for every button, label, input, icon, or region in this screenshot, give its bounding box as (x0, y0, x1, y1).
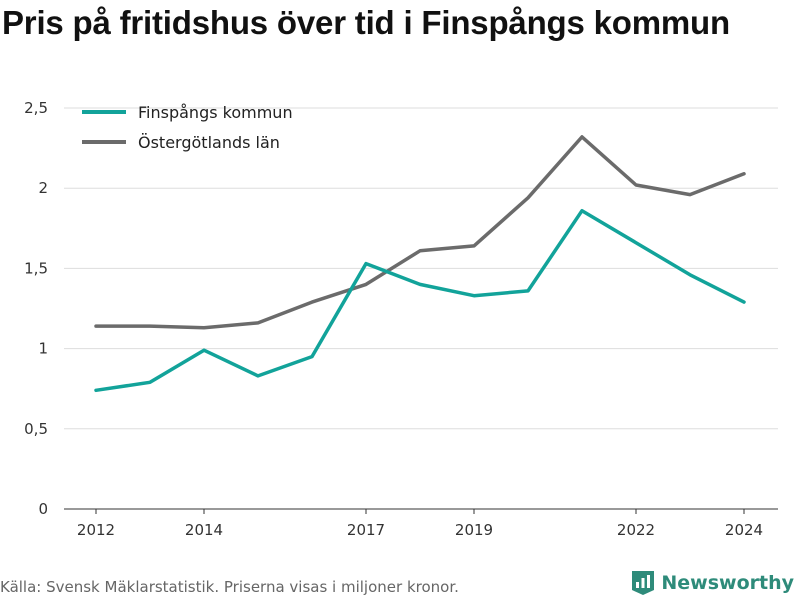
newsworthy-logo[interactable]: Newsworthy (631, 570, 794, 596)
x-tick-label: 2024 (725, 521, 763, 539)
y-tick-label: 1,5 (24, 259, 48, 277)
x-tick-label: 2012 (77, 521, 115, 539)
page-title: Pris på fritidshus över tid i Finspångs … (2, 4, 730, 41)
newsworthy-icon (632, 571, 655, 595)
y-tick-label: 0 (38, 500, 48, 518)
series-line (94, 135, 746, 330)
x-tick-label: 2017 (347, 521, 385, 539)
x-tick-label: 2022 (617, 521, 655, 539)
y-tick-label: 2 (38, 179, 48, 197)
x-axis: 2012 2014 2017 2019 2022 2024 (64, 508, 778, 539)
series-lines (94, 135, 746, 393)
legend-label: Östergötlands län (138, 133, 280, 152)
brand-name: Newsworthy (661, 572, 794, 594)
source-note: Källa: Svensk Mäklarstatistik. Priserna … (0, 578, 459, 596)
x-tick-label: 2014 (185, 521, 223, 539)
legend: Finspångs kommun Östergötlands län (82, 103, 293, 152)
y-tick-label: 1 (38, 340, 48, 358)
y-tick-label: 0,5 (24, 420, 48, 438)
series-line (94, 208, 746, 393)
y-tick-label: 2,5 (24, 99, 48, 117)
grid-lines (64, 107, 778, 430)
y-axis-ticks: 0 0,5 1 1,5 2 2,5 (24, 99, 48, 518)
x-tick-label: 2019 (455, 521, 493, 539)
line-chart: 0 0,5 1 1,5 2 2,5 2012 2014 2017 2019 2022 2024 Fi… (24, 99, 778, 539)
legend-label: Finspångs kommun (138, 103, 293, 122)
